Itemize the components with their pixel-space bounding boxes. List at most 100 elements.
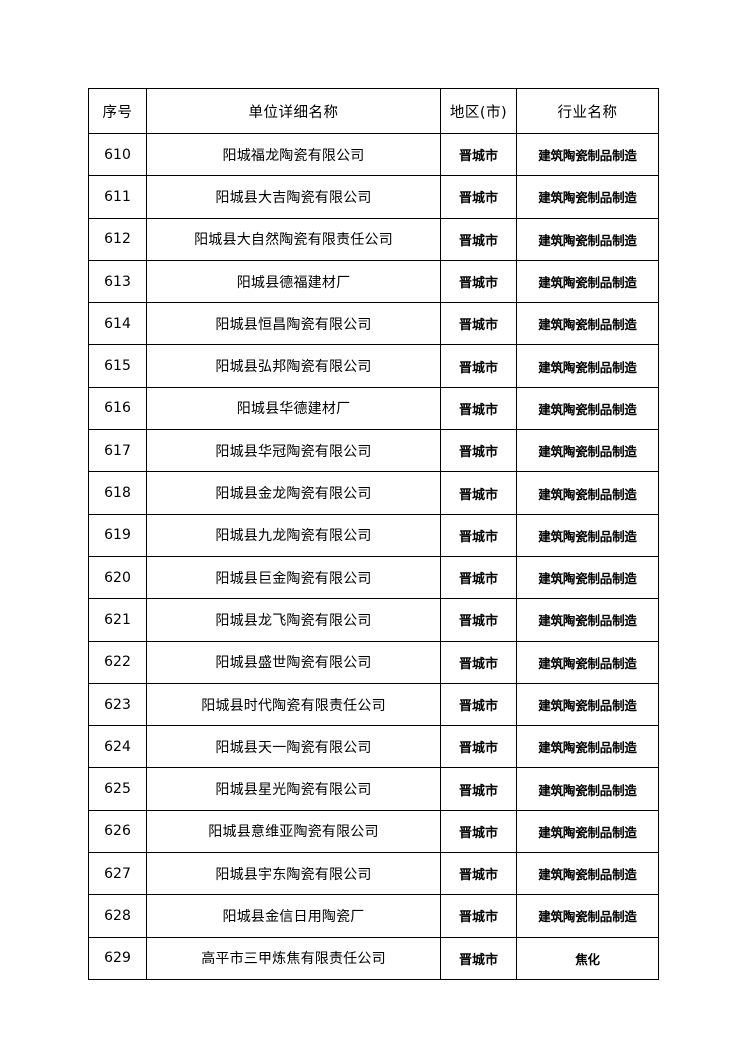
cell-industry: 建筑陶瓷制品制造 (516, 555, 659, 600)
cell-region: 晋城市 (440, 132, 517, 177)
cell-seq: 627 (88, 852, 147, 896)
cell-unit-name: 阳城县天一陶瓷有限公司 (146, 725, 441, 769)
table-row: 621 阳城县龙飞陶瓷有限公司 晋城市 建筑陶瓷制品制造 (88, 598, 659, 642)
cell-seq: 611 (88, 175, 147, 219)
cell-region: 晋城市 (440, 725, 517, 769)
cell-unit-name: 阳城县盛世陶瓷有限公司 (146, 640, 441, 684)
column-header-region: 地区(市) (440, 88, 517, 134)
column-header-seq: 序号 (88, 88, 147, 134)
table-row: 628 阳城县金信日用陶瓷厂 晋城市 建筑陶瓷制品制造 (88, 894, 659, 938)
cell-region: 晋城市 (440, 852, 517, 896)
cell-industry: 建筑陶瓷制品制造 (516, 471, 659, 515)
cell-industry: 建筑陶瓷制品制造 (516, 640, 659, 684)
cell-unit-name: 阳城县德福建材厂 (146, 259, 441, 304)
cell-seq: 614 (88, 302, 147, 346)
cell-seq: 625 (88, 767, 147, 811)
cell-industry: 建筑陶瓷制品制造 (516, 894, 659, 938)
cell-industry: 建筑陶瓷制品制造 (516, 809, 659, 854)
table-row: 626 阳城县意维亚陶瓷有限公司 晋城市 建筑陶瓷制品制造 (88, 809, 659, 854)
cell-region: 晋城市 (440, 640, 517, 684)
cell-industry: 建筑陶瓷制品制造 (516, 513, 659, 557)
cell-seq: 626 (88, 809, 147, 854)
column-header-name: 单位详细名称 (146, 88, 441, 134)
table-row: 619 阳城县九龙陶瓷有限公司 晋城市 建筑陶瓷制品制造 (88, 513, 659, 557)
enterprise-list-table: 序号 单位详细名称 地区(市) 行业名称 610 阳城福龙陶瓷有限公司 晋城市 建筑陶… (88, 88, 659, 980)
cell-unit-name: 阳城县意维亚陶瓷有限公司 (146, 809, 441, 854)
table-row: 618 阳城县金龙陶瓷有限公司 晋城市 建筑陶瓷制品制造 (88, 471, 659, 515)
cell-region: 晋城市 (440, 302, 517, 346)
cell-region: 晋城市 (440, 894, 517, 938)
cell-seq: 628 (88, 894, 147, 938)
cell-unit-name: 阳城县宇东陶瓷有限公司 (146, 852, 441, 896)
cell-seq: 629 (88, 936, 147, 980)
cell-unit-name: 阳城县金信日用陶瓷厂 (146, 894, 441, 938)
cell-industry: 建筑陶瓷制品制造 (516, 259, 659, 304)
cell-unit-name: 阳城县弘邦陶瓷有限公司 (146, 344, 441, 388)
cell-region: 晋城市 (440, 471, 517, 515)
cell-region: 晋城市 (440, 429, 517, 473)
cell-region: 晋城市 (440, 555, 517, 600)
cell-seq: 618 (88, 471, 147, 515)
table-row: 620 阳城县巨金陶瓷有限公司 晋城市 建筑陶瓷制品制造 (88, 555, 659, 600)
table-header-row: 序号 单位详细名称 地区(市) 行业名称 (88, 88, 659, 134)
cell-seq: 617 (88, 429, 147, 473)
cell-region: 晋城市 (440, 259, 517, 304)
table-body: 610 阳城福龙陶瓷有限公司 晋城市 建筑陶瓷制品制造 611 阳城县大吉陶瓷有限公司 晋城… (88, 132, 659, 980)
table-row: 611 阳城县大吉陶瓷有限公司 晋城市 建筑陶瓷制品制造 (88, 175, 659, 219)
table-row: 629 高平市三甲炼焦有限责任公司 晋城市 焦化 (88, 936, 659, 980)
cell-region: 晋城市 (440, 175, 517, 219)
table-container: 序号 单位详细名称 地区(市) 行业名称 610 阳城福龙陶瓷有限公司 晋城市 建筑陶… (88, 88, 659, 980)
table-row: 627 阳城县宇东陶瓷有限公司 晋城市 建筑陶瓷制品制造 (88, 852, 659, 896)
table-row: 610 阳城福龙陶瓷有限公司 晋城市 建筑陶瓷制品制造 (88, 132, 659, 177)
cell-unit-name: 阳城县大自然陶瓷有限责任公司 (146, 217, 441, 261)
cell-region: 晋城市 (440, 682, 517, 727)
cell-unit-name: 阳城县星光陶瓷有限公司 (146, 767, 441, 811)
cell-industry: 建筑陶瓷制品制造 (516, 344, 659, 388)
cell-industry: 焦化 (516, 936, 659, 980)
cell-seq: 621 (88, 598, 147, 642)
table-row: 613 阳城县德福建材厂 晋城市 建筑陶瓷制品制造 (88, 259, 659, 304)
cell-industry: 建筑陶瓷制品制造 (516, 132, 659, 177)
table-row: 615 阳城县弘邦陶瓷有限公司 晋城市 建筑陶瓷制品制造 (88, 344, 659, 388)
cell-unit-name: 阳城县龙飞陶瓷有限公司 (146, 598, 441, 642)
cell-region: 晋城市 (440, 936, 517, 980)
cell-seq: 610 (88, 132, 147, 177)
table-row: 623 阳城县时代陶瓷有限责任公司 晋城市 建筑陶瓷制品制造 (88, 682, 659, 727)
cell-industry: 建筑陶瓷制品制造 (516, 682, 659, 727)
cell-industry: 建筑陶瓷制品制造 (516, 767, 659, 811)
cell-industry: 建筑陶瓷制品制造 (516, 598, 659, 642)
column-header-industry: 行业名称 (516, 88, 659, 134)
cell-region: 晋城市 (440, 767, 517, 811)
cell-industry: 建筑陶瓷制品制造 (516, 302, 659, 346)
cell-industry: 建筑陶瓷制品制造 (516, 175, 659, 219)
cell-seq: 616 (88, 386, 147, 431)
cell-unit-name: 阳城县大吉陶瓷有限公司 (146, 175, 441, 219)
cell-region: 晋城市 (440, 386, 517, 431)
cell-industry: 建筑陶瓷制品制造 (516, 429, 659, 473)
table-row: 614 阳城县恒昌陶瓷有限公司 晋城市 建筑陶瓷制品制造 (88, 302, 659, 346)
cell-region: 晋城市 (440, 513, 517, 557)
cell-region: 晋城市 (440, 598, 517, 642)
cell-unit-name: 阳城县金龙陶瓷有限公司 (146, 471, 441, 515)
cell-unit-name: 阳城县恒昌陶瓷有限公司 (146, 302, 441, 346)
cell-unit-name: 阳城县九龙陶瓷有限公司 (146, 513, 441, 557)
cell-region: 晋城市 (440, 809, 517, 854)
cell-unit-name: 阳城县巨金陶瓷有限公司 (146, 555, 441, 600)
table-row: 616 阳城县华德建材厂 晋城市 建筑陶瓷制品制造 (88, 386, 659, 431)
table-header: 序号 单位详细名称 地区(市) 行业名称 (88, 88, 659, 134)
table-row: 625 阳城县星光陶瓷有限公司 晋城市 建筑陶瓷制品制造 (88, 767, 659, 811)
cell-industry: 建筑陶瓷制品制造 (516, 725, 659, 769)
cell-seq: 613 (88, 259, 147, 304)
cell-region: 晋城市 (440, 217, 517, 261)
cell-region: 晋城市 (440, 344, 517, 388)
cell-seq: 623 (88, 682, 147, 727)
cell-seq: 622 (88, 640, 147, 684)
cell-seq: 620 (88, 555, 147, 600)
cell-industry: 建筑陶瓷制品制造 (516, 217, 659, 261)
cell-unit-name: 高平市三甲炼焦有限责任公司 (146, 936, 441, 980)
cell-unit-name: 阳城县时代陶瓷有限责任公司 (146, 682, 441, 727)
table-row: 612 阳城县大自然陶瓷有限责任公司 晋城市 建筑陶瓷制品制造 (88, 217, 659, 261)
cell-unit-name: 阳城福龙陶瓷有限公司 (146, 132, 441, 177)
cell-industry: 建筑陶瓷制品制造 (516, 386, 659, 431)
